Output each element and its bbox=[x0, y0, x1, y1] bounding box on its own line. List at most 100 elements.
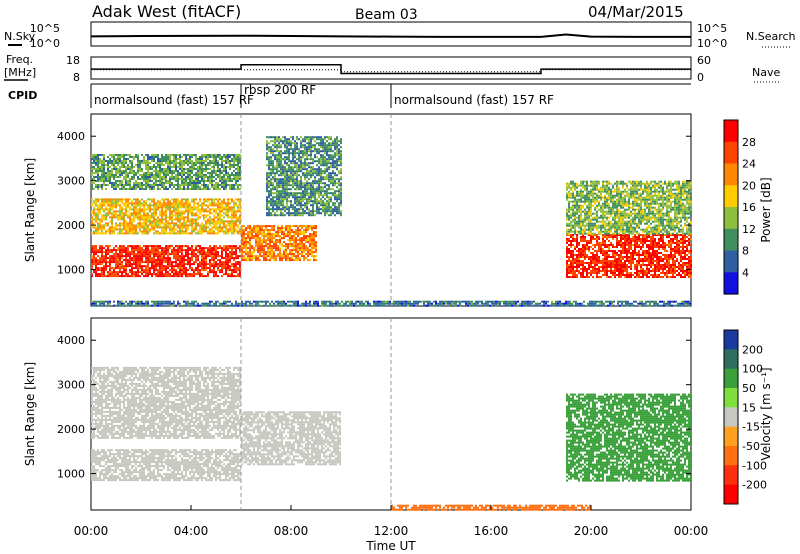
scatter-cell bbox=[131, 247, 133, 250]
scatter-cell bbox=[267, 225, 269, 228]
scatter-cell bbox=[268, 156, 270, 159]
scatter-cell bbox=[268, 164, 270, 167]
scatter-cell bbox=[145, 184, 147, 186]
scatter-cell bbox=[209, 198, 211, 201]
scatter-cell bbox=[149, 210, 151, 213]
scatter-cell bbox=[199, 247, 201, 250]
scatter-cell bbox=[183, 222, 185, 225]
scatter-cell bbox=[207, 232, 209, 235]
scatter-cell bbox=[129, 224, 131, 227]
scatter-cell bbox=[195, 158, 197, 160]
scatter-cell bbox=[276, 158, 278, 161]
scatter-cell bbox=[284, 178, 286, 181]
scatter-cell bbox=[119, 216, 121, 219]
scatter-cell bbox=[169, 222, 171, 225]
scatter-cell bbox=[153, 176, 155, 178]
scatter-cell bbox=[572, 254, 574, 256]
scatter-cell bbox=[229, 275, 231, 278]
scatter-cell bbox=[161, 182, 163, 184]
scatter-cell bbox=[155, 232, 157, 235]
scatter-cell bbox=[185, 230, 187, 233]
scatter-cell bbox=[141, 257, 143, 260]
scatter-cell bbox=[237, 208, 239, 211]
scatter-cell bbox=[293, 225, 295, 228]
scatter-cell bbox=[183, 259, 185, 262]
scatter-cell bbox=[105, 176, 107, 178]
scatter-cell bbox=[211, 184, 213, 186]
scatter-cell bbox=[221, 156, 223, 158]
scatter-cell bbox=[205, 259, 207, 262]
scatter-cell bbox=[215, 204, 217, 207]
scatter-cell bbox=[287, 257, 289, 260]
scatter-cell bbox=[179, 202, 181, 205]
scatter-cell bbox=[95, 172, 97, 174]
scatter-cell bbox=[157, 263, 159, 266]
scatter-cell bbox=[293, 237, 295, 240]
scatter-cell bbox=[280, 204, 282, 207]
scatter-cell bbox=[306, 150, 308, 153]
scatter-cell bbox=[336, 186, 338, 189]
scatter-cell bbox=[285, 259, 287, 262]
scatter-cell bbox=[129, 214, 131, 217]
scatter-cell bbox=[287, 253, 289, 256]
scatter-cell bbox=[191, 230, 193, 233]
scatter-cell bbox=[334, 202, 336, 205]
scatter-cell bbox=[195, 214, 197, 217]
scatter-cell bbox=[185, 253, 187, 256]
scatter-cell bbox=[297, 257, 299, 260]
scatter-cell bbox=[115, 182, 117, 184]
scatter-cell bbox=[127, 224, 129, 227]
scatter-cell bbox=[143, 188, 145, 190]
scatter-cell bbox=[251, 245, 253, 248]
scatter-cell bbox=[219, 156, 221, 158]
scatter-cell bbox=[209, 271, 211, 274]
scatter-cell bbox=[99, 210, 101, 213]
scatter-cell bbox=[276, 138, 278, 141]
scatter-cell bbox=[139, 164, 141, 166]
scatter-cell bbox=[127, 226, 129, 229]
scatter-cell bbox=[261, 227, 263, 230]
scatter-cell bbox=[286, 192, 288, 195]
scatter-cell bbox=[288, 140, 290, 143]
scatter-cell bbox=[109, 198, 111, 201]
scatter-cell bbox=[233, 158, 235, 160]
scatter-cell bbox=[119, 251, 121, 254]
scatter-cell bbox=[259, 231, 261, 234]
scatter-cell bbox=[302, 144, 304, 147]
scatter-cell bbox=[219, 269, 221, 272]
scatter-cell bbox=[322, 150, 324, 153]
scatter-cell bbox=[93, 245, 95, 248]
scatter-cell bbox=[320, 168, 322, 171]
scatter-cell bbox=[185, 232, 187, 235]
scatter-cell bbox=[139, 206, 141, 209]
scatter-cell bbox=[189, 154, 191, 156]
scatter-cell bbox=[109, 265, 111, 268]
scatter-cell bbox=[185, 222, 187, 225]
scatter-cell bbox=[281, 257, 283, 260]
scatter-cell bbox=[233, 228, 235, 231]
scatter-cell bbox=[191, 168, 193, 170]
scatter-cell bbox=[281, 233, 283, 236]
scatter-cell bbox=[153, 170, 155, 172]
scatter-cell bbox=[277, 227, 279, 230]
scatter-cell bbox=[171, 222, 173, 225]
scatter-cell bbox=[203, 275, 205, 278]
scatter-cell bbox=[270, 158, 272, 161]
scatter-cell bbox=[229, 164, 231, 166]
scatter-cell bbox=[177, 206, 179, 209]
scatter-cell bbox=[213, 176, 215, 178]
scatter-cell bbox=[257, 229, 259, 232]
scatter-cell bbox=[149, 255, 151, 258]
scatter-cell bbox=[330, 156, 332, 159]
scatter-cell bbox=[227, 275, 229, 278]
scatter-cell bbox=[268, 210, 270, 213]
scatter-cell bbox=[199, 176, 201, 178]
scatter-cell bbox=[195, 259, 197, 262]
scatter-cell bbox=[187, 253, 189, 256]
scatter-cell bbox=[292, 182, 294, 185]
scatter-cell bbox=[155, 247, 157, 250]
scatter-cell bbox=[157, 186, 159, 188]
scatter-cell bbox=[151, 245, 153, 248]
scatter-cell bbox=[109, 180, 111, 182]
scatter-cell bbox=[209, 224, 211, 227]
